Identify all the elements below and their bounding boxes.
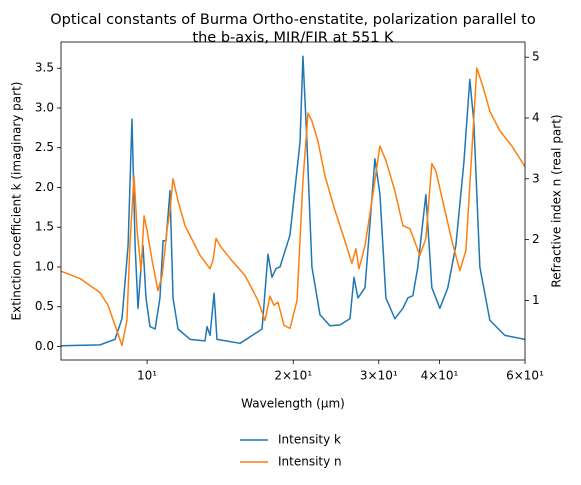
y-tick-label: 0.0 — [35, 339, 54, 353]
chart-title: Optical constants of Burma Ortho-enstati… — [50, 12, 536, 28]
legend-label: Intensity n — [278, 455, 342, 469]
y-axis-label: Extinction coefficient k (imaginary part… — [10, 82, 24, 321]
y-tick-label: 3.0 — [35, 100, 54, 114]
legend-label: Intensity k — [278, 433, 341, 447]
x-axis-label: Wavelength (μm) — [241, 397, 345, 411]
y-tick-label: 2.5 — [35, 140, 54, 154]
x-tick-label: 3×10¹ — [360, 369, 398, 383]
y2-axis-label: Refractive index n (real part) — [550, 114, 564, 287]
y2-tick-label: 2 — [532, 232, 540, 246]
plot-area — [61, 55, 525, 347]
y2-tick-label: 1 — [532, 293, 540, 307]
y-tick-label: 1.0 — [35, 259, 54, 273]
x-tick-label: 10¹ — [137, 369, 157, 383]
y2-tick-label: 3 — [532, 171, 540, 185]
x-tick-label: 4×10¹ — [421, 369, 459, 383]
x-tick-label: 2×10¹ — [274, 369, 312, 383]
data-line — [61, 67, 525, 347]
x-tick-label: 6×10¹ — [506, 369, 544, 383]
y-tick-label: 0.5 — [35, 299, 54, 313]
chart-title: the b-axis, MIR/FIR at 551 K — [192, 30, 394, 46]
y2-tick-label: 4 — [532, 111, 540, 125]
y-tick-label: 2.0 — [35, 180, 54, 194]
y2-tick-label: 5 — [532, 50, 540, 64]
y-tick-label: 1.5 — [35, 220, 54, 234]
data-line — [61, 55, 525, 347]
y-tick-label: 3.5 — [35, 61, 54, 75]
